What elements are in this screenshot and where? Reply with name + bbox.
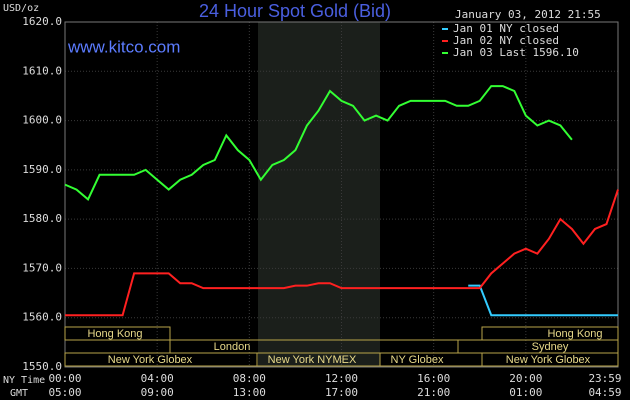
nymex-shade — [258, 22, 380, 367]
sessions: Hong Kong London New York Globex New Yor… — [64, 326, 619, 367]
x-tick-label-gmt: 21:00 — [417, 386, 450, 399]
x-tick-label-gmt: 04:59 — [588, 386, 621, 399]
x-tick-label: 08:00 — [233, 372, 266, 385]
y-axis-label: USD/oz — [3, 3, 39, 14]
y-tick-label: 1570.0 — [22, 261, 62, 274]
x-tick-label-gmt: 01:00 — [509, 386, 542, 399]
session-label: Sydney — [532, 341, 569, 353]
session-label: New York NYMEX — [268, 354, 357, 366]
timestamp: January 03, 2012 21:55 — [455, 8, 601, 21]
y-tick-label: 1580.0 — [22, 212, 62, 225]
legend-label: Jan 02 NY closed — [453, 34, 559, 47]
y-tick-label: 1600.0 — [22, 114, 62, 127]
y-tick-label: 1620.0 — [22, 15, 62, 28]
x-tick-label-gmt: 13:00 — [233, 386, 266, 399]
x-tick-label: 20:00 — [509, 372, 542, 385]
x-tick-label: 04:00 — [141, 372, 174, 385]
session-label: Hong Kong — [87, 328, 142, 340]
y-tick-label: 1550.0 — [22, 360, 62, 373]
plot-frame — [64, 21, 619, 368]
x-tick-label: 12:00 — [325, 372, 358, 385]
session-label: Hong Kong — [547, 328, 602, 340]
y-tick-label: 1560.0 — [22, 311, 62, 324]
watermark: www.kitco.com — [67, 37, 180, 56]
x-tick-label-gmt: 09:00 — [141, 386, 174, 399]
series-line — [64, 85, 573, 202]
y-tick-label: 1610.0 — [22, 64, 62, 77]
legend-label: Jan 01 NY closed — [453, 22, 559, 35]
x-tick-label: 00:00 — [48, 372, 81, 385]
x-tick-label: 16:00 — [417, 372, 450, 385]
x-tick-label: 23:59 — [588, 372, 621, 385]
session-label: NY Globex — [391, 354, 444, 366]
y-tick-label: 1590.0 — [22, 163, 62, 176]
legend-label: Jan 03 Last 1596.10 — [453, 46, 579, 59]
x-row-label: NY Time — [3, 375, 45, 386]
series-line — [65, 189, 619, 317]
chart-title: 24 Hour Spot Gold (Bid) — [199, 1, 391, 21]
session-label: New York Globex — [108, 354, 193, 366]
session-label: London — [214, 341, 251, 353]
x-row-label: GMT — [10, 388, 28, 399]
session-label: New York Globex — [506, 354, 591, 366]
series-line — [468, 284, 618, 317]
x-tick-label-gmt: 17:00 — [325, 386, 358, 399]
x-tick-label-gmt: 05:00 — [48, 386, 81, 399]
